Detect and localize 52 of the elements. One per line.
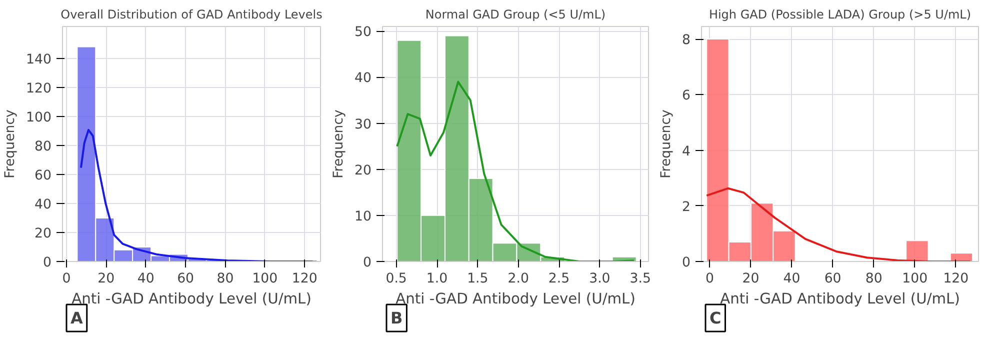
y-tick-label: 20	[34, 226, 52, 242]
y-tick-label: 140	[26, 52, 52, 68]
x-tick-label: 100	[252, 272, 278, 286]
y-tick-label: 40	[34, 197, 52, 212]
x-axis-title: Anti -GAD Antibody Level (U/mL)	[396, 290, 636, 308]
x-tick-label: 120	[292, 272, 318, 286]
x-tick-label: 40	[137, 272, 154, 286]
y-tick-label: 100	[26, 110, 52, 126]
x-tick-label: 80	[216, 272, 234, 286]
y-axis-title: Frequency	[3, 109, 18, 178]
x-tick-label: 120	[943, 272, 969, 286]
x-tick-label: 40	[783, 272, 800, 286]
x-tick-label: 20	[98, 272, 115, 286]
y-tick-label: 2	[682, 200, 691, 215]
y-tick-label: 50	[354, 25, 372, 40]
text: B	[390, 308, 403, 328]
y-tick-label: 0	[43, 256, 52, 270]
y-axis-title: Frequency	[659, 109, 674, 178]
x-tick-label: 1.5	[467, 272, 488, 286]
text: C	[710, 308, 722, 328]
x-tick-label: 100	[902, 272, 928, 286]
y-tick-label: 8	[682, 33, 691, 48]
x-tick-label: 80	[865, 272, 882, 286]
y-tick-label: 120	[26, 81, 52, 96]
x-tick-label: 3.5	[630, 272, 651, 286]
y-tick-label: 20	[354, 163, 372, 178]
chart-title: Normal GAD Group (<5 U/mL)	[425, 8, 606, 22]
x-tick-label: 3.0	[589, 272, 610, 286]
text: A	[70, 308, 84, 328]
chart-title: Overall Distribution of GAD Antibody Levels	[60, 8, 322, 22]
x-tick-label: 1.0	[426, 272, 448, 286]
y-tick-label: 40	[354, 71, 372, 86]
x-tick-label: 60	[177, 272, 194, 286]
y-tick-label: 10	[354, 209, 372, 224]
y-tick-label: 0	[363, 256, 372, 270]
x-tick-label: 2.0	[508, 272, 529, 286]
x-tick-label: 20	[742, 272, 760, 286]
x-tick-label: 0	[62, 272, 71, 286]
x-axis-title: Anti -GAD Antibody Level (U/mL)	[720, 290, 960, 308]
y-tick-label: 60	[34, 168, 52, 184]
chart-title: High GAD (Possible LADA) Group (>5 U/mL)	[708, 8, 972, 22]
y-tick-label: 30	[354, 117, 372, 132]
y-tick-label: 80	[34, 139, 52, 154]
y-tick-label: 4	[682, 144, 691, 160]
x-tick-label: 0	[705, 272, 714, 286]
y-tick-label: 0	[682, 256, 691, 270]
x-tick-label: 2.5	[548, 272, 570, 286]
x-tick-label: 60	[824, 272, 842, 286]
y-axis-title: Frequency	[332, 109, 347, 178]
x-tick-label: 0.5	[386, 272, 407, 286]
y-tick-label: 6	[682, 88, 691, 104]
x-axis-title: Anti -GAD Antibody Level (U/mL)	[72, 290, 312, 308]
